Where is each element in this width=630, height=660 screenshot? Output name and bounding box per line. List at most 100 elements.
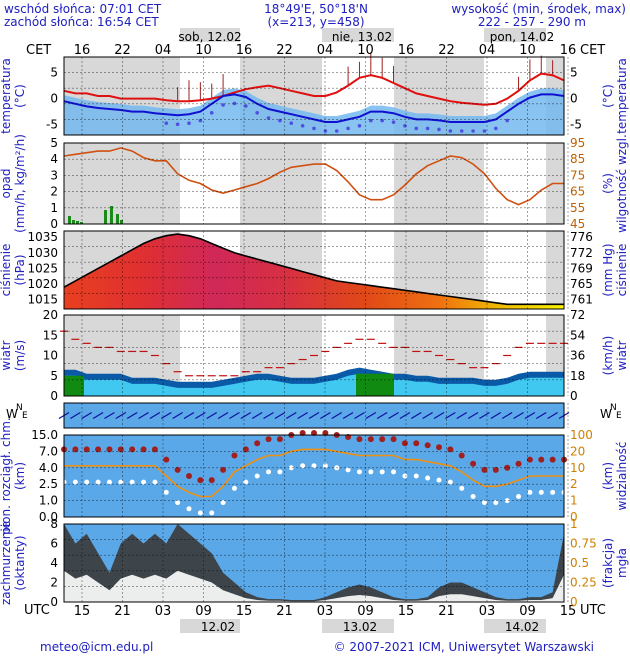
- cloud-base-dot: [254, 440, 261, 447]
- ylabel-temperature: temperatura: [0, 58, 13, 134]
- cloud-top-dot: [129, 479, 135, 485]
- wind-barb: [535, 411, 547, 420]
- cloud-base-dot: [356, 436, 363, 443]
- clouds-tick-left: 0.0: [39, 510, 58, 524]
- dewpoint-dot: [164, 121, 169, 125]
- cloud-base-dot: [197, 477, 204, 484]
- dewpoint-dot: [357, 124, 362, 128]
- cloud-top-dot: [300, 463, 306, 469]
- compass-n-left: N: [16, 403, 23, 413]
- precip-bar: [116, 214, 119, 224]
- humidity-tick-right: 85: [570, 152, 585, 166]
- ylabel-fog-unit: (frakcja): [601, 538, 615, 588]
- cloud-base-dot: [140, 446, 147, 453]
- cloud-base-dot: [481, 466, 488, 473]
- footer-email[interactable]: meteo@icm.edu.pl: [40, 640, 153, 654]
- clouds-tick-left: 4.0: [39, 461, 58, 475]
- dewpoint-dot: [414, 126, 419, 131]
- ylabel-wind-unit: (m/s): [13, 340, 27, 371]
- chart-data-layer: [58, 52, 570, 602]
- precip-tick-left: 5: [50, 136, 58, 150]
- cloud-top-dot: [152, 479, 158, 485]
- temperature-tick-right: 0: [570, 92, 578, 106]
- dewpoint-dot: [232, 101, 237, 106]
- sunrise-text: wschód słońca: 07:01 CET: [4, 2, 162, 16]
- dewpoint-dot: [221, 103, 225, 107]
- day-label-top: sob, 12.02: [178, 30, 241, 44]
- wind-barb: [513, 411, 524, 420]
- tz-bottom-left: UTC: [24, 603, 50, 618]
- day-label-top: pon, 14.02: [490, 30, 555, 44]
- cloud-base-dot: [231, 452, 238, 459]
- panel-bg-precip: [64, 143, 564, 224]
- cloud-base-dot: [174, 466, 181, 473]
- day-band-precip-0: [180, 143, 240, 224]
- cloud-top-dot: [106, 479, 112, 485]
- cloud-base-dot: [322, 429, 329, 436]
- hour-label-bottom: 15: [398, 604, 415, 619]
- pressure-line: [63, 233, 564, 306]
- wind-barb: [149, 411, 161, 420]
- ylabel-precip: opad: [0, 169, 13, 199]
- pressure-tick-right: 776: [570, 230, 593, 244]
- visibility-tick-right: 100: [570, 428, 593, 442]
- dewpoint-dot: [346, 126, 350, 131]
- visibility-tick-right: 10: [570, 461, 585, 475]
- cloudcover-tick-left: 0: [50, 595, 58, 609]
- grid-text: (x=213, y=458): [267, 15, 364, 29]
- cloud-base-dot: [265, 436, 272, 443]
- precip-tick-left: 3: [50, 168, 58, 182]
- cloud-base-dot: [72, 446, 79, 453]
- cloud-top-dot: [368, 469, 374, 475]
- dewpoint-dot: [437, 127, 441, 132]
- day-header-bottom-1: [322, 619, 394, 633]
- cloud-top-dot: [538, 489, 544, 495]
- hour-label-bottom: 15: [236, 604, 253, 619]
- cloud-base-dot: [526, 456, 533, 463]
- clouds-tick-left: 1.0: [39, 494, 58, 508]
- cloud-top-dot: [118, 479, 124, 485]
- hour-label-bottom: 21: [114, 604, 131, 619]
- wind-barb: [433, 411, 445, 420]
- cloud-base-dot: [186, 473, 192, 479]
- wind-barb: [172, 411, 183, 420]
- wind-barb: [138, 411, 149, 420]
- wind-barb: [331, 411, 343, 420]
- ylabel-humidity: wilgotność wzgl.: [615, 134, 629, 233]
- cloudcover-tick-left: 8: [50, 517, 58, 531]
- hour-label-top: 22: [114, 43, 131, 58]
- cloud-top-dot: [220, 500, 226, 506]
- dewpoint-dot: [391, 120, 396, 124]
- dewpoint-dot: [175, 122, 180, 127]
- wind-barb: [206, 411, 218, 420]
- cloud-top-dot: [470, 494, 476, 499]
- compass-n-right: N: [610, 403, 617, 413]
- wind-barb: [229, 411, 240, 420]
- cloud-top-dot: [447, 479, 453, 485]
- dewpoint-dot: [471, 129, 475, 133]
- fog-tick-right: 0: [570, 595, 578, 609]
- ylabel-fog: mgła: [615, 548, 629, 578]
- day-header-top-0: [180, 28, 240, 42]
- wind-barb: [251, 411, 263, 420]
- cloud-base-dot: [276, 436, 283, 443]
- dewpoint-dot: [323, 129, 328, 133]
- wind-tick-right: 72: [570, 308, 585, 322]
- wind-barb: [376, 411, 388, 420]
- dewpoint-dot: [448, 129, 453, 133]
- humidity-tick-right: 65: [570, 185, 585, 199]
- cloud-top-dot: [209, 510, 215, 516]
- cloud-top-dot: [84, 479, 90, 485]
- cloud-base-dot: [492, 466, 499, 473]
- wind-barb: [501, 411, 513, 420]
- cloud-top-dot: [72, 479, 78, 485]
- wind-barb: [365, 411, 377, 420]
- precip-bar: [68, 216, 71, 224]
- ylabel-precip-unit: (mm/h, kg/m²/h): [13, 134, 27, 233]
- wind-green-block: [356, 373, 394, 396]
- cloud-top-dot: [459, 485, 465, 491]
- wind-barb: [399, 411, 411, 420]
- hour-label-bottom: 09: [357, 604, 374, 619]
- cloud-top-dot: [141, 479, 147, 485]
- panel-border-windbarb: [63, 402, 565, 429]
